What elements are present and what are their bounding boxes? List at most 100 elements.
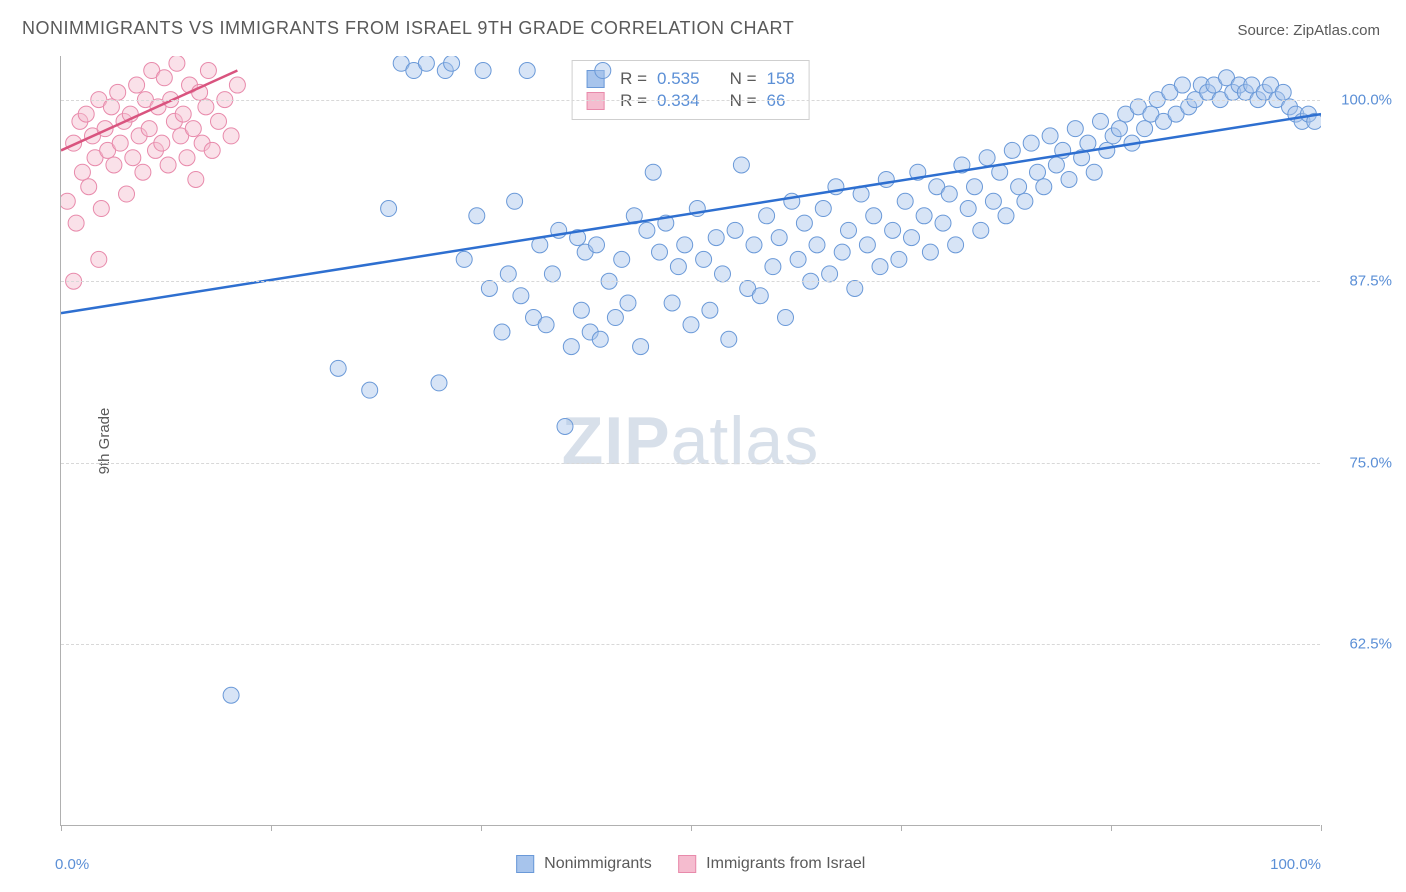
- data-point: [866, 208, 882, 224]
- data-point: [796, 215, 812, 231]
- legend-label: Nonimmigrants: [544, 855, 652, 872]
- data-point: [223, 128, 239, 144]
- legend-item: Immigrants from Israel: [678, 855, 866, 873]
- gridline: [61, 644, 1320, 645]
- data-point: [103, 99, 119, 115]
- data-point: [188, 171, 204, 187]
- data-point: [1061, 171, 1077, 187]
- data-point: [185, 121, 201, 137]
- data-point: [670, 259, 686, 275]
- data-point: [607, 310, 623, 326]
- data-point: [119, 186, 135, 202]
- data-point: [841, 222, 857, 238]
- data-point: [494, 324, 510, 340]
- data-point: [135, 164, 151, 180]
- data-point: [544, 266, 560, 282]
- data-point: [834, 244, 850, 260]
- data-point: [935, 215, 951, 231]
- data-point: [229, 77, 245, 93]
- data-point: [91, 251, 107, 267]
- data-point: [715, 266, 731, 282]
- data-point: [960, 201, 976, 217]
- data-point: [916, 208, 932, 224]
- data-point: [778, 310, 794, 326]
- data-point: [904, 230, 920, 246]
- data-point: [175, 106, 191, 122]
- x-tick: [271, 825, 272, 831]
- data-point: [998, 208, 1014, 224]
- data-point: [1048, 157, 1064, 173]
- data-point: [1067, 121, 1083, 137]
- data-point: [664, 295, 680, 311]
- data-point: [979, 150, 995, 166]
- y-tick-label: 100.0%: [1341, 91, 1392, 108]
- x-tick-label: 0.0%: [55, 856, 89, 873]
- data-point: [589, 237, 605, 253]
- data-point: [696, 251, 712, 267]
- y-tick-label: 87.5%: [1349, 273, 1392, 290]
- data-point: [872, 259, 888, 275]
- data-point: [1036, 179, 1052, 195]
- data-point: [620, 295, 636, 311]
- data-point: [765, 259, 781, 275]
- data-point: [702, 302, 718, 318]
- y-tick-label: 62.5%: [1349, 636, 1392, 653]
- data-point: [815, 201, 831, 217]
- data-point: [198, 99, 214, 115]
- data-point: [81, 179, 97, 195]
- data-point: [847, 280, 863, 296]
- data-point: [708, 230, 724, 246]
- data-point: [563, 339, 579, 355]
- data-point: [129, 77, 145, 93]
- plot-svg: [61, 56, 1321, 826]
- data-point: [507, 193, 523, 209]
- data-point: [573, 302, 589, 318]
- data-point: [330, 360, 346, 376]
- x-tick-label: 100.0%: [1270, 856, 1321, 873]
- data-point: [456, 251, 472, 267]
- source-label: Source: ZipAtlas.com: [1237, 22, 1380, 39]
- x-tick: [691, 825, 692, 831]
- data-point: [967, 179, 983, 195]
- data-point: [519, 63, 535, 79]
- data-point: [1111, 121, 1127, 137]
- data-point: [985, 193, 1001, 209]
- gridline: [61, 463, 1320, 464]
- data-point: [513, 288, 529, 304]
- data-point: [1004, 142, 1020, 158]
- data-point: [727, 222, 743, 238]
- data-point: [362, 382, 378, 398]
- data-point: [1093, 113, 1109, 129]
- legend-label: Immigrants from Israel: [706, 855, 865, 872]
- x-tick: [481, 825, 482, 831]
- data-point: [68, 215, 84, 231]
- data-point: [223, 687, 239, 703]
- data-point: [1099, 142, 1115, 158]
- data-point: [93, 201, 109, 217]
- data-point: [746, 237, 762, 253]
- data-point: [78, 106, 94, 122]
- x-tick: [1321, 825, 1322, 831]
- data-point: [752, 288, 768, 304]
- data-point: [1017, 193, 1033, 209]
- data-point: [538, 317, 554, 333]
- data-point: [160, 157, 176, 173]
- data-point: [1030, 164, 1046, 180]
- data-point: [771, 230, 787, 246]
- data-point: [595, 63, 611, 79]
- data-point: [891, 251, 907, 267]
- data-point: [204, 142, 220, 158]
- gridline: [61, 281, 1320, 282]
- data-point: [141, 121, 157, 137]
- data-point: [500, 266, 516, 282]
- data-point: [1174, 77, 1190, 93]
- data-point: [1080, 135, 1096, 151]
- data-point: [809, 237, 825, 253]
- data-point: [922, 244, 938, 260]
- data-point: [683, 317, 699, 333]
- data-point: [106, 157, 122, 173]
- data-point: [897, 193, 913, 209]
- data-point: [211, 113, 227, 129]
- data-point: [475, 63, 491, 79]
- data-point: [112, 135, 128, 151]
